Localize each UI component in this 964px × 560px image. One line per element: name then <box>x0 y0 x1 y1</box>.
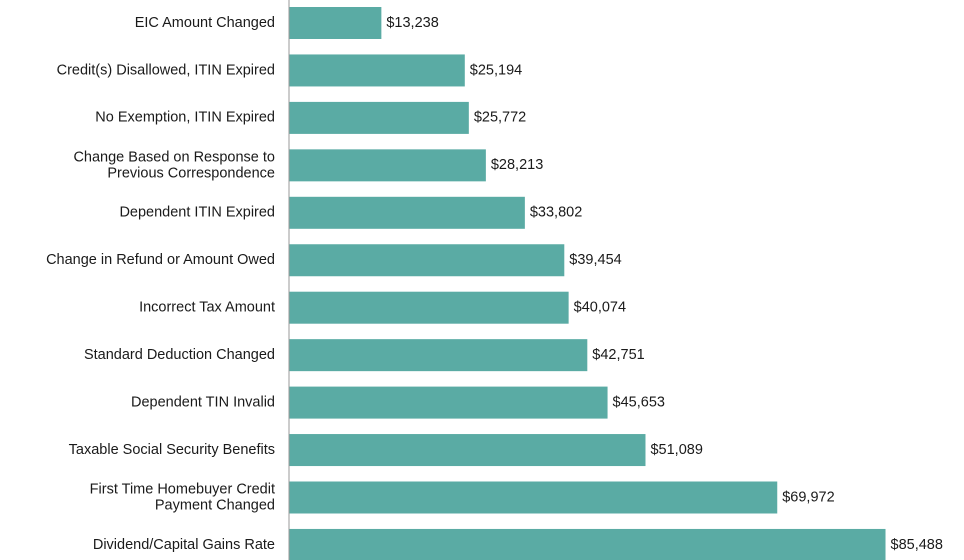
value-label: $33,802 <box>530 205 582 221</box>
category-label: Change Based on Response to Previous Corr… <box>73 149 275 181</box>
bar <box>289 291 569 324</box>
value-label: $39,454 <box>569 252 621 268</box>
value-label: $25,772 <box>474 110 526 126</box>
category-label: Incorrect Tax Amount <box>139 300 275 316</box>
bar <box>289 7 382 39</box>
bar <box>289 244 565 277</box>
value-label: $13,238 <box>386 15 438 31</box>
value-label: $45,653 <box>613 394 665 410</box>
bar <box>289 196 525 229</box>
category-label: Standard Deduction Changed <box>84 347 275 363</box>
category-label: Dependent ITIN Expired <box>119 205 275 221</box>
value-label: $69,972 <box>782 489 834 505</box>
value-label: $40,074 <box>574 300 626 316</box>
category-label: Credit(s) Disallowed, ITIN Expired <box>57 62 275 78</box>
bar <box>289 339 588 372</box>
value-label: $42,751 <box>592 347 644 363</box>
value-label: $25,194 <box>470 62 522 78</box>
bar <box>289 54 465 87</box>
category-label: Change in Refund or Amount Owed <box>46 252 275 268</box>
bar <box>289 528 886 560</box>
category-label: No Exemption, ITIN Expired <box>95 110 275 126</box>
bar <box>289 101 469 134</box>
value-label: $51,089 <box>650 442 702 458</box>
category-label: Taxable Social Security Benefits <box>69 442 275 458</box>
bar <box>289 481 778 514</box>
bar <box>289 386 608 419</box>
category-label: EIC Amount Changed <box>135 15 275 31</box>
bar <box>289 434 646 467</box>
category-label: Dependent TIN Invalid <box>131 394 275 410</box>
value-label: $85,488 <box>891 537 943 553</box>
bar <box>289 149 486 182</box>
category-label: Dividend/Capital Gains Rate <box>93 537 275 553</box>
value-label: $28,213 <box>491 157 543 173</box>
category-label: First Time Homebuyer Credit Payment Chang… <box>90 481 275 513</box>
